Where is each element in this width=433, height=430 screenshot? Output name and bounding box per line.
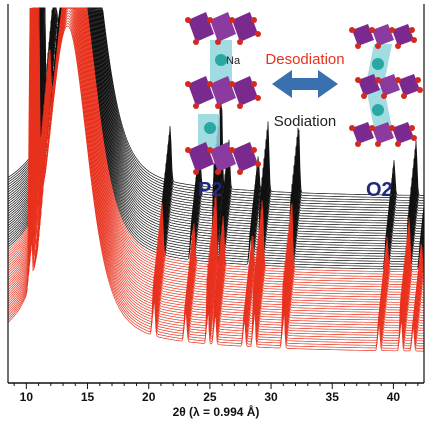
desodiation-pattern-line xyxy=(7,7,424,349)
o2-octahedra-layer-mid xyxy=(358,74,420,96)
na-atom-label: Na xyxy=(226,55,241,67)
p2-octahedra-layer-top xyxy=(188,12,258,42)
desodiation-pattern-line xyxy=(7,7,424,344)
x-tick-label: 35 xyxy=(326,390,340,404)
o2-label: O2 xyxy=(366,179,393,201)
o2-octahedra-layer-bottom xyxy=(352,122,414,144)
desodiation-pattern-line xyxy=(7,7,424,339)
conversion-arrow-group: Desodiation Sodiation xyxy=(265,51,344,130)
desodiation-pattern-line xyxy=(7,7,424,347)
p2-oxygen-atoms xyxy=(185,17,261,175)
double-arrow-icon xyxy=(272,70,338,98)
x-tick-label: 10 xyxy=(20,390,34,404)
o2-na-atom-bottom xyxy=(372,104,384,116)
p2-na-atom-top xyxy=(215,54,227,66)
o2-octahedra-layer-top xyxy=(352,24,414,46)
sodiation-label: Sodiation xyxy=(274,113,337,130)
x-ticks: 10 15 20 25 30 35 40 xyxy=(13,383,419,404)
desodiation-pattern-line xyxy=(7,7,424,342)
diffraction-patterns xyxy=(7,7,425,352)
x-axis-label: 2θ (λ = 0.994 Å) xyxy=(173,404,260,419)
p2-octahedra-layer-mid xyxy=(188,76,258,106)
o2-na-atom-top xyxy=(372,58,384,70)
x-tick-label: 20 xyxy=(142,390,156,404)
axes: 10 15 20 25 30 35 40 2θ (λ = 0.994 Å) xyxy=(7,4,425,419)
o2-oxygen-atoms xyxy=(349,27,423,147)
desodiation-pattern-line xyxy=(7,7,424,352)
p2-label: P2 xyxy=(198,179,222,201)
x-tick-label: 25 xyxy=(203,390,217,404)
x-tick-label: 40 xyxy=(387,390,401,404)
p2-structure-illustration: Na P2 xyxy=(185,12,261,201)
desodiation-label: Desodiation xyxy=(265,51,344,68)
p2-na-atom-bottom xyxy=(204,122,216,134)
o2-structure-illustration: O2 xyxy=(349,24,423,201)
p2-octahedra-layer-bottom xyxy=(188,142,258,172)
x-tick-label: 30 xyxy=(264,390,278,404)
x-tick-label: 15 xyxy=(81,390,95,404)
